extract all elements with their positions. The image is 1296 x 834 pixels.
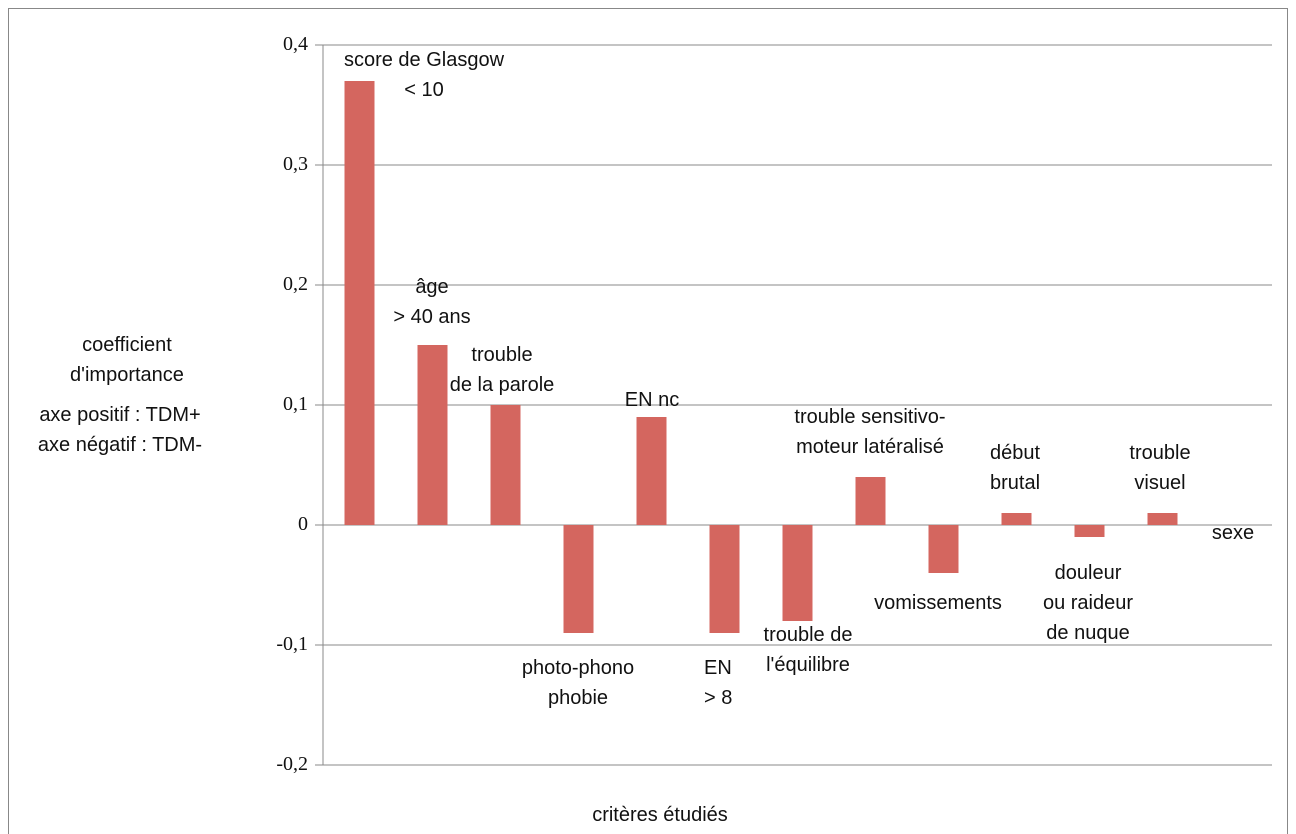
y-tick-label: 0,2: [283, 273, 308, 295]
bar: [636, 417, 667, 525]
category-label: vomissements: [874, 592, 1002, 614]
category-label: douleur ou raideur de nuque: [1042, 562, 1134, 644]
x-axis-label: critères étudiés: [592, 804, 728, 826]
bar: [782, 525, 813, 621]
y-tick-label: -0,1: [276, 633, 308, 655]
y-tick-label: -0,2: [276, 753, 308, 775]
bar: [563, 525, 594, 633]
category-label: EN > 8: [704, 657, 733, 709]
bar: [417, 345, 448, 525]
y-axis-note: axe positif : TDM+ axe négatif : TDM-: [37, 404, 203, 456]
bar: [490, 405, 521, 525]
chart-frame: [8, 8, 1288, 834]
y-tick-label: 0,1: [283, 393, 308, 415]
y-axis-label: coefficient d'importance: [70, 334, 184, 386]
category-label: trouble visuel: [1129, 442, 1191, 494]
category-label: EN nc: [624, 389, 680, 411]
category-label: début brutal: [989, 442, 1041, 494]
category-label: photo-phono phobie: [521, 657, 635, 709]
category-label: âge > 40 ans: [393, 276, 471, 328]
bar: [1001, 513, 1032, 525]
category-label: trouble de l'équilibre: [763, 624, 853, 676]
bar: [855, 477, 886, 525]
y-tick-label: 0: [298, 513, 308, 535]
category-label: trouble sensitivo- moteur latéralisé: [794, 406, 946, 458]
bar: [1147, 513, 1178, 525]
category-label: sexe: [1211, 522, 1255, 544]
bar: [344, 81, 375, 525]
category-label: trouble de la parole: [449, 344, 555, 396]
y-tick-label: 0,4: [283, 33, 308, 55]
category-label: score de Glasgow < 10: [343, 49, 505, 101]
bar: [1074, 525, 1105, 537]
y-tick-label: 0,3: [283, 153, 308, 175]
bar: [709, 525, 740, 633]
bar: [928, 525, 959, 573]
